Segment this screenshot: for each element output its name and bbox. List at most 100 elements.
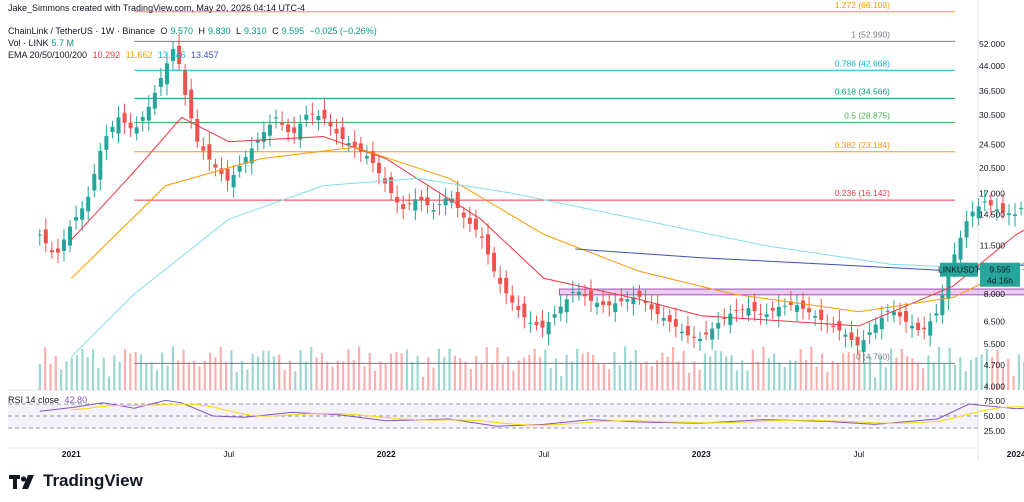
volume-bar-8 (81, 348, 84, 390)
brand-name: TradingView (43, 471, 143, 490)
candle-body-52 (352, 141, 357, 148)
volume-bar-86 (496, 347, 499, 390)
volume-bar-20 (145, 363, 148, 390)
candle-body-19 (152, 92, 157, 109)
candle-body-147 (928, 321, 933, 336)
volume-bar-52 (315, 357, 318, 390)
volume-bar-66 (389, 353, 393, 390)
time-tick-4: 2023 (692, 449, 711, 459)
volume-bar-154 (858, 349, 861, 390)
high-label: H (198, 26, 205, 36)
volume-bar-132 (741, 360, 744, 390)
volume-bar-48 (294, 371, 297, 390)
volume-bar-36 (230, 350, 233, 390)
volume-bar-50 (304, 361, 307, 390)
volume-bar-3 (54, 356, 57, 390)
candle-body-51 (346, 143, 351, 145)
volume-bar-29 (193, 360, 196, 390)
volume-bar-102 (581, 353, 584, 390)
volume-bar-21 (150, 362, 153, 390)
volume-bar-120 (677, 361, 680, 390)
candle-body-145 (916, 322, 921, 330)
volume-bar-135 (757, 361, 760, 390)
candle-body-13 (116, 117, 121, 134)
price-tick-11: 6.500 (984, 317, 1006, 327)
volume-bar-40 (251, 353, 254, 390)
candle-body-5 (68, 226, 73, 246)
volume-bar-73 (427, 357, 430, 390)
ema-legend: EMA 20/50/100/200 10.292 11.662 13.746 1… (8, 50, 222, 61)
rsi-tick-1: 50.00 (984, 411, 1006, 421)
volume-bar-112 (634, 349, 637, 390)
candle-body-29 (213, 164, 218, 168)
volume-bar-19 (139, 354, 143, 390)
price-tick-13: 4.700 (984, 360, 1006, 370)
volume-bar-43 (267, 350, 270, 390)
volume-bar-172 (953, 364, 957, 390)
volume-bar-101 (576, 348, 579, 390)
time-tick-3: Jul (538, 449, 549, 459)
candle-body-141 (891, 311, 896, 316)
volume-bar-183 (1012, 375, 1015, 390)
volume-bar-74 (432, 367, 435, 390)
candle-body-152 (958, 237, 963, 260)
candle-body-22 (171, 49, 176, 62)
volume-bar-178 (985, 348, 989, 390)
candle-body-84 (546, 321, 551, 335)
candle-body-87 (564, 299, 569, 313)
candle-body-65 (431, 209, 436, 212)
volume-bar-75 (437, 348, 441, 390)
candle-body-151 (952, 254, 957, 268)
candle-body-157 (988, 200, 993, 206)
volume-bar-160 (890, 348, 893, 390)
price-tick-12: 5.500 (984, 339, 1006, 349)
candle-body-102 (655, 303, 660, 315)
candle-body-133 (843, 334, 848, 337)
volume-bar-93 (533, 348, 536, 390)
candle-body-94 (607, 301, 612, 306)
candle-body-132 (837, 321, 842, 331)
ema-label: EMA 20/50/100/200 (8, 50, 88, 60)
symbol-badge-text: LINKUSDT (938, 265, 980, 275)
volume-bar-145 (810, 346, 813, 390)
candle-body-121 (770, 307, 775, 311)
volume-bar-80 (464, 361, 467, 390)
volume-bar-13 (107, 376, 111, 390)
fib-label-2: 0.786 (42.668) (835, 58, 890, 68)
volume-bar-57 (342, 361, 345, 390)
price-tick-14: 4.000 (984, 382, 1006, 392)
volume-bar-31 (203, 360, 206, 390)
candle-body-9 (92, 173, 97, 191)
candle-body-112 (716, 322, 721, 329)
volume-bar-94 (538, 357, 542, 390)
volume-bar-165 (916, 362, 919, 390)
volume-bar-162 (900, 348, 903, 390)
volume-bar-55 (331, 366, 334, 390)
candle-body-6 (74, 217, 79, 221)
low-value: 9.310 (244, 26, 267, 36)
candle-body-158 (994, 209, 999, 212)
volume-bar-60 (357, 346, 361, 390)
ema20-value: 10.292 (92, 50, 121, 60)
volume-bar-104 (592, 354, 595, 390)
change-value: −0.025 (−0.26%) (309, 26, 377, 36)
volume-bar-98 (560, 376, 563, 390)
candle-body-77 (504, 277, 509, 294)
volume-bar-53 (320, 353, 323, 390)
candle-body-106 (679, 331, 684, 334)
volume-bar-28 (187, 362, 190, 390)
volume-bar-0 (38, 364, 41, 390)
candle-body-99 (637, 290, 642, 297)
credit-line: Jake_Simmons created with TradingView.co… (8, 3, 305, 13)
volume-bar-126 (709, 356, 712, 390)
candle-body-109 (698, 338, 703, 342)
volume-bar-76 (443, 357, 446, 390)
volume-bar-122 (687, 372, 691, 390)
volume-bar-153 (852, 353, 856, 390)
volume-bar-137 (767, 358, 770, 390)
volume-bar-23 (161, 352, 164, 390)
candle-body-90 (582, 294, 587, 297)
volume-bar-88 (506, 356, 510, 390)
volume-bar-63 (373, 370, 377, 390)
